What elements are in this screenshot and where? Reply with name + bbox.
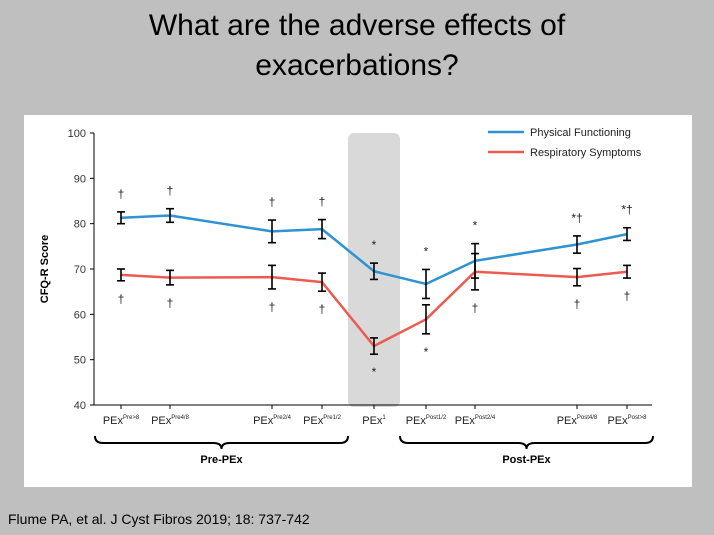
x-tick-label: PExPost2/4 <box>455 415 496 427</box>
significance-marker: † <box>319 302 326 316</box>
x-tick-label: PExPre2/4 <box>253 415 292 427</box>
y-tick-label: 50 <box>74 355 86 367</box>
x-tick-label: PExPost>8 <box>607 415 647 427</box>
x-tick-label: PEx1 <box>362 415 386 427</box>
y-axis-label: CFQ-R Score <box>39 235 51 303</box>
group-label: Post-PEx <box>502 454 551 466</box>
significance-marker: † <box>574 297 581 311</box>
significance-marker: † <box>118 292 125 306</box>
significance-marker: *† <box>571 211 582 225</box>
significance-marker: † <box>472 301 479 315</box>
significance-marker: *† <box>621 203 632 217</box>
significance-marker: † <box>167 296 174 310</box>
x-tick-label: PExPre>8 <box>103 415 140 427</box>
significance-marker: † <box>269 300 276 314</box>
significance-marker: † <box>167 184 174 198</box>
x-tick-label: PExPre1/2 <box>303 415 342 427</box>
legend-label: Respiratory Symptoms <box>530 147 642 159</box>
y-tick-label: 80 <box>74 219 86 231</box>
y-tick-label: 70 <box>74 264 86 276</box>
x-tick-label: PExPre4/8 <box>151 415 190 427</box>
significance-marker: † <box>269 195 276 209</box>
y-tick-label: 40 <box>74 400 86 412</box>
group-bracket <box>399 435 654 450</box>
chart-svg: 40 50 60 70 80 90 100 CFQ-R Score PExPre>8 PExPre… <box>39 127 654 466</box>
significance-marker: * <box>424 244 429 258</box>
y-tick-label: 100 <box>68 128 86 140</box>
legend-label: Physical Functioning <box>530 127 631 139</box>
chart-figure: 40 50 60 70 80 90 100 CFQ-R Score PExPre>8 PExPre… <box>24 115 692 487</box>
significance-marker: * <box>372 238 377 252</box>
significance-marker: † <box>624 289 631 303</box>
significance-marker: * <box>424 345 429 359</box>
significance-marker: † <box>118 187 125 201</box>
significance-marker: † <box>319 195 326 209</box>
significance-marker: * <box>473 219 478 233</box>
group-bracket <box>94 435 349 450</box>
slide-title: What are the adverse effects of exacerba… <box>148 9 566 82</box>
y-tick-label: 60 <box>74 309 86 321</box>
x-tick-label: PExPost4/8 <box>557 415 598 427</box>
significance-marker: * <box>372 365 377 379</box>
group-label: Pre-PEx <box>200 454 243 466</box>
citation: Flume PA, et al. J Cyst Fibros 2019; 18:… <box>8 511 310 527</box>
x-tick-label: PExPost1/2 <box>406 415 447 427</box>
y-tick-label: 90 <box>74 173 86 185</box>
